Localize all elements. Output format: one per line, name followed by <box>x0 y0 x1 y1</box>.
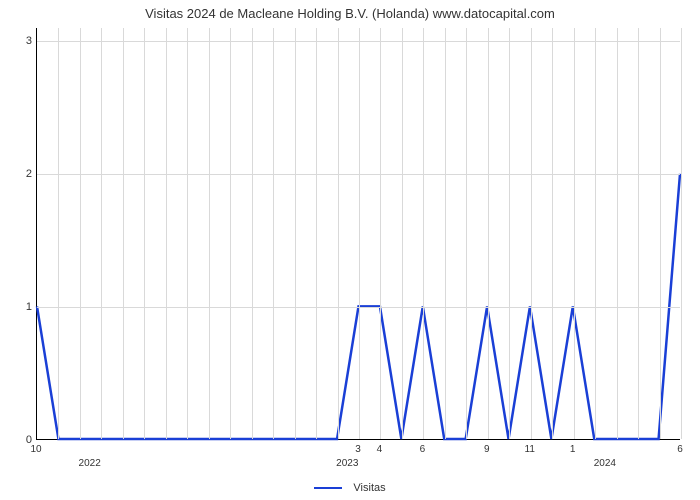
y-tick-label: 2 <box>4 168 32 180</box>
legend: Visitas <box>0 482 700 494</box>
legend-label: Visitas <box>353 482 385 494</box>
legend-swatch-icon <box>314 487 342 489</box>
x-tick-label: 1 <box>570 444 576 455</box>
x-tick-label: 9 <box>484 444 490 455</box>
x-year-label: 2024 <box>594 458 616 469</box>
chart-container: Visitas 2024 de Macleane Holding B.V. (H… <box>0 0 700 500</box>
x-tick-label: 11 <box>525 444 535 455</box>
x-tick-label: 10 <box>30 444 41 455</box>
chart-title: Visitas 2024 de Macleane Holding B.V. (H… <box>0 6 700 21</box>
x-tick-label: 3 <box>355 444 361 455</box>
x-tick-label: 6 <box>677 444 683 455</box>
y-tick-label: 0 <box>4 434 32 446</box>
y-tick-label: 3 <box>4 35 32 47</box>
x-year-label: 2022 <box>79 458 101 469</box>
x-year-label: 2023 <box>336 458 358 469</box>
x-tick-label: 4 <box>377 444 383 455</box>
x-tick-label: 6 <box>420 444 426 455</box>
plot-area <box>36 28 680 440</box>
y-tick-label: 1 <box>4 301 32 313</box>
